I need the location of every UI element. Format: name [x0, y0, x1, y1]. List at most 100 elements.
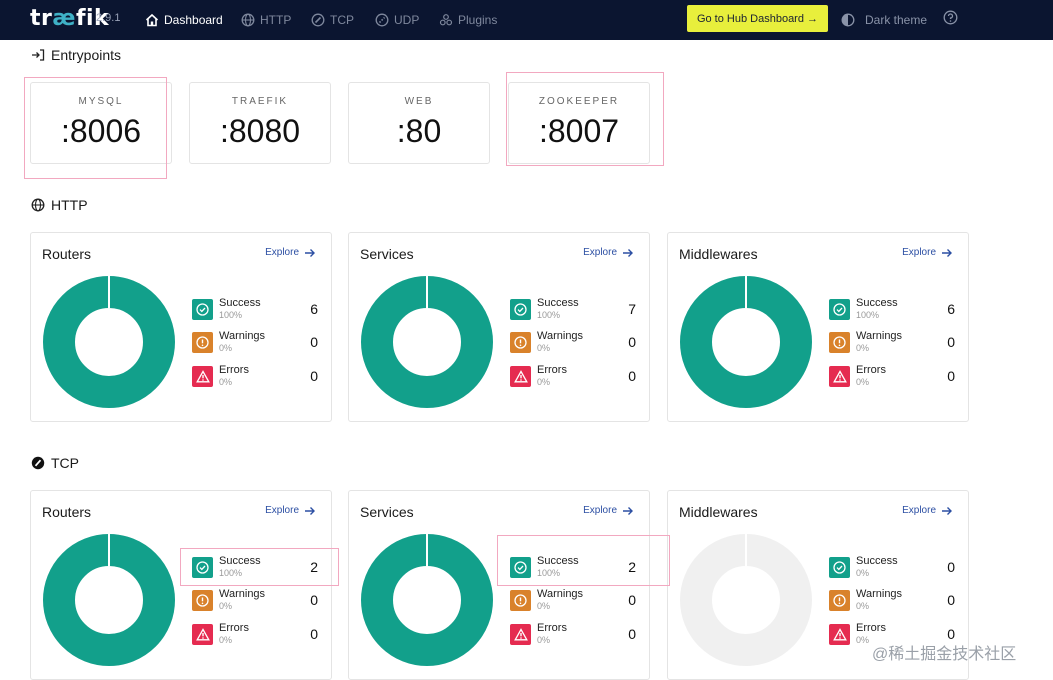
stat-warnings: Warnings 0% 0: [829, 587, 955, 615]
entrypoint-name: TRAEFIK: [231, 96, 289, 107]
traefik-logo[interactable]: træfik: [30, 6, 110, 31]
home-icon: [145, 13, 159, 27]
nav-plugins-label: Plugins: [458, 13, 498, 27]
explore-link[interactable]: Explore: [902, 505, 953, 516]
exclamation-circle-icon: [196, 336, 209, 349]
stat-count: 2: [628, 559, 636, 575]
stat-success: Success 0% 0: [829, 554, 955, 582]
nav-plugins[interactable]: Plugins: [439, 0, 497, 40]
stat-percent: 0%: [219, 601, 233, 611]
nav-dashboard-label: Dashboard: [164, 13, 223, 27]
arrow-right-icon: [305, 506, 315, 515]
status-donut-chart: [680, 276, 812, 408]
exclamation-circle-icon: [833, 594, 846, 607]
explore-link[interactable]: Explore: [902, 247, 953, 258]
warning-badge: [510, 332, 531, 353]
explore-link[interactable]: Explore: [583, 505, 634, 516]
stat-count: 6: [310, 301, 318, 317]
nav-http[interactable]: HTTP: [241, 0, 291, 40]
entrypoint-card-zookeeper: ZOOKEEPER :8007: [508, 82, 650, 164]
stat-warnings: Warnings 0% 0: [510, 329, 636, 357]
stat-label: Warnings: [219, 330, 266, 342]
nav-tcp[interactable]: TCP: [311, 0, 354, 40]
question-circle-icon[interactable]: [943, 10, 958, 25]
stat-errors: Errors 0% 0: [510, 363, 636, 391]
stat-count: 2: [310, 559, 318, 575]
explore-label: Explore: [583, 505, 617, 516]
explore-label: Explore: [902, 247, 936, 258]
stat-percent: 100%: [219, 568, 243, 578]
nav-udp[interactable]: UDP: [375, 0, 419, 40]
explore-label: Explore: [902, 505, 936, 516]
tcp-routers-card: Routers Explore Success 100% 2 Warnings 0% 0 Err…: [30, 490, 332, 680]
stat-count: 0: [947, 626, 955, 642]
stat-label: Success: [219, 555, 261, 567]
warning-triangle-icon: [513, 628, 528, 641]
exclamation-circle-icon: [514, 336, 527, 349]
warning-badge: [192, 332, 213, 353]
stat-label: Warnings: [219, 588, 266, 600]
tcp-title: TCP: [51, 455, 79, 471]
stat-count: 0: [310, 626, 318, 642]
stat-percent: 100%: [537, 310, 561, 320]
stat-percent: 0%: [219, 635, 233, 645]
error-badge: [829, 366, 850, 387]
success-badge: [510, 299, 531, 320]
error-badge: [829, 624, 850, 645]
stat-count: 0: [628, 592, 636, 608]
plugins-icon: [439, 14, 453, 26]
nav-tcp-label: TCP: [330, 13, 354, 27]
go-to-hub-dashboard-button[interactable]: Go to Hub Dashboard →: [687, 5, 828, 32]
stat-percent: 0%: [219, 377, 233, 387]
stat-count: 6: [947, 301, 955, 317]
stat-count: 0: [628, 368, 636, 384]
entrypoint-name: WEB: [404, 96, 434, 107]
stat-errors: Errors 0% 0: [192, 621, 318, 649]
entrypoints-heading: Entrypoints: [31, 47, 121, 63]
stat-label: Success: [537, 297, 579, 309]
stat-percent: 0%: [856, 568, 870, 578]
contrast-icon: [841, 13, 855, 27]
entrypoint-card-mysql: MYSQL :8006: [30, 82, 172, 164]
entrypoint-port: :80: [396, 113, 442, 149]
explore-label: Explore: [265, 247, 299, 258]
stat-percent: 0%: [856, 635, 870, 645]
stat-label: Errors: [856, 364, 886, 376]
watermark: @稀土掘金技术社区: [872, 646, 1017, 663]
http-title: HTTP: [51, 197, 88, 213]
card-title: Services: [360, 504, 414, 520]
stat-label: Errors: [537, 622, 567, 634]
stat-errors: Errors 0% 0: [829, 621, 955, 649]
stat-success: Success 100% 2: [192, 554, 318, 582]
card-title: Routers: [42, 246, 92, 262]
arrow-right-icon: [623, 248, 633, 257]
tcp-icon: [311, 13, 325, 27]
success-badge: [192, 557, 213, 578]
http-routers-card: Routers Explore Success 100% 6 Warnings 0% 0 Err…: [30, 232, 332, 422]
nav-dashboard[interactable]: Dashboard: [145, 0, 223, 40]
entrypoint-card-traefik: TRAEFIK :8080: [189, 82, 331, 164]
status-donut-chart: [43, 534, 175, 666]
stat-label: Errors: [537, 364, 567, 376]
explore-link[interactable]: Explore: [583, 247, 634, 258]
stat-percent: 0%: [537, 377, 551, 387]
exclamation-circle-icon: [833, 336, 846, 349]
globe-icon: [241, 13, 255, 27]
explore-link[interactable]: Explore: [265, 505, 316, 516]
arrow-right-icon: [623, 506, 633, 515]
stat-label: Success: [856, 297, 898, 309]
explore-link[interactable]: Explore: [265, 247, 316, 258]
dark-theme-label: Dark theme: [865, 13, 928, 27]
stat-success: Success 100% 6: [192, 296, 318, 324]
dark-theme-toggle[interactable]: Dark theme: [841, 0, 927, 40]
stat-success: Success 100% 6: [829, 296, 955, 324]
stat-label: Warnings: [856, 330, 903, 342]
status-donut-chart: [361, 534, 493, 666]
stat-errors: Errors 0% 0: [829, 363, 955, 391]
warning-badge: [510, 590, 531, 611]
entrypoint-port: :8007: [538, 113, 620, 149]
stat-count: 0: [628, 334, 636, 350]
stat-count: 0: [947, 559, 955, 575]
arrow-right-icon: [305, 248, 315, 257]
stat-label: Errors: [856, 622, 886, 634]
